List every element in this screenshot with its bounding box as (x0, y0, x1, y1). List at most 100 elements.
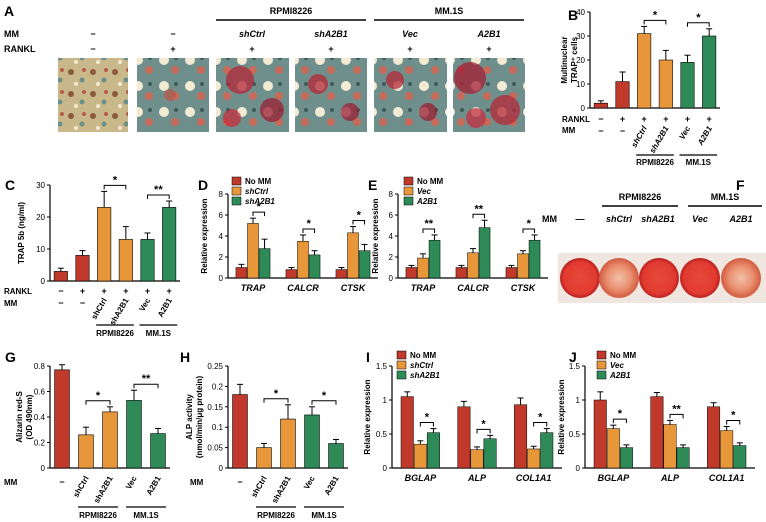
sig-label: * (322, 390, 327, 402)
sig-label: ** (424, 218, 433, 230)
bar-6 (162, 207, 177, 282)
bar-trap-1 (235, 267, 248, 279)
bar-alp-2 (663, 424, 677, 469)
legend-label: No MM (245, 177, 272, 186)
rankl-value: + (123, 286, 128, 296)
y-tick-label: 0.25 (207, 362, 223, 371)
bar-5 (328, 443, 344, 469)
legend-label: No MM (410, 351, 437, 360)
bar-trap-1 (405, 267, 418, 279)
panel-letter-f: F (736, 177, 745, 193)
panel-a-group-rpmi: RPMI8226 (270, 6, 313, 16)
mm-label: MM (190, 478, 204, 487)
bar-2 (78, 434, 94, 469)
panel-a-mm-5: Vec (402, 29, 418, 39)
mm-value: − (80, 298, 85, 308)
sig-label: * (113, 174, 118, 186)
panel-a-mm-3: shCtrl (239, 29, 266, 39)
bar-1 (53, 271, 68, 282)
sig-label: * (425, 412, 430, 424)
panel-letter-j: J (569, 349, 577, 365)
mm-label: MM (4, 478, 18, 487)
bar-bglap-2 (606, 428, 620, 469)
bar-col1a1-1 (707, 406, 721, 469)
bar-alp-2 (470, 449, 484, 469)
bar-trap-3 (428, 239, 441, 279)
bar-3 (280, 418, 296, 469)
legend-label: shA2B1 (245, 197, 275, 206)
sig-label: * (527, 218, 532, 230)
bar-3 (637, 33, 652, 109)
sig-bracket (352, 220, 366, 225)
y-tick-label: 4 (389, 232, 394, 241)
bar-col1a1-3 (733, 445, 747, 469)
y-tick-label: 4 (219, 232, 224, 241)
sig-label: * (653, 9, 658, 21)
legend-swatch (231, 186, 242, 196)
gene-label: COL1A1 (516, 473, 552, 483)
y-tick-label: 0 (576, 464, 581, 473)
mm-value: − (620, 126, 625, 136)
panel-f: F RPMI8226 MM.1S MM — shCtrl shA2B1 Vec … (542, 177, 766, 303)
panel-f-group-mm1s: MM.1S (711, 192, 740, 202)
micrograph-5 (374, 58, 447, 132)
y-tick-label: 0 (581, 104, 586, 113)
y-tick-label: 0 (219, 464, 224, 473)
mm-value: Vec (677, 124, 692, 141)
sig-bracket (133, 383, 159, 389)
sig-label: ** (154, 184, 163, 196)
bar-calcr-1 (285, 269, 298, 279)
bar-calcr-2 (467, 252, 479, 279)
panel-a-rankl-3: + (249, 44, 254, 54)
bar-bglap-3 (426, 432, 440, 469)
legend-swatch (231, 176, 242, 186)
legend-swatch (396, 350, 407, 360)
legend-swatch (396, 360, 407, 370)
gene-label: CTSK (341, 283, 367, 293)
legend-label: Vec (610, 361, 624, 370)
category-label: A2B1 (145, 474, 163, 497)
y-tick-label: 0.05 (207, 444, 223, 453)
sig-label: * (357, 210, 362, 222)
y-tick-label: 0 (383, 464, 388, 473)
panel-a-mm-4: shA2B1 (314, 29, 348, 39)
sig-label: * (96, 390, 101, 402)
sig-bracket (687, 22, 710, 27)
bar-2 (256, 447, 272, 469)
mm-value: shA2B1 (648, 124, 671, 155)
bar-5 (680, 62, 695, 109)
bar-calcr-1 (455, 267, 468, 279)
gene-label: ALP (660, 473, 680, 483)
sig-bracket (419, 422, 434, 427)
bar-col1a1-2 (527, 448, 541, 469)
y-tick-label: 0.2 (34, 439, 46, 448)
legend-swatch (403, 196, 414, 206)
sig-label: * (731, 410, 736, 422)
mm-value: − (598, 126, 603, 136)
panel-a-rankl-5: + (407, 44, 412, 54)
category-label: Vec (124, 474, 139, 491)
sig-label: ** (142, 373, 151, 385)
panel-a-rankl-2: + (170, 44, 175, 54)
group-label: MM.1S (686, 158, 712, 167)
bar-4 (118, 239, 133, 282)
y-tick-label: 30 (36, 181, 45, 190)
bar-6 (702, 35, 717, 109)
legend-swatch (596, 360, 607, 370)
bar-5 (140, 239, 155, 282)
category-label: − (59, 477, 64, 487)
y-tick-label: 1.5 (569, 362, 581, 371)
sig-label: * (481, 418, 486, 430)
legend-swatch (596, 370, 607, 380)
bar-bglap-1 (400, 396, 414, 469)
category-label: shCtrl (71, 475, 90, 500)
panel-a-rankl-label: RANKL (4, 44, 36, 54)
panel-f-mm-label: MM (542, 214, 557, 224)
category-label: A2B1 (323, 474, 341, 497)
chart-B: B 0 10 20 30 40 MultinuclearTRAP⁺ cells * * RANKL… (560, 7, 720, 167)
y-tick-label: 0 (219, 274, 224, 283)
rankl-value: + (102, 286, 107, 296)
bar-4 (304, 414, 320, 469)
y-tick-label: 6 (219, 211, 224, 220)
